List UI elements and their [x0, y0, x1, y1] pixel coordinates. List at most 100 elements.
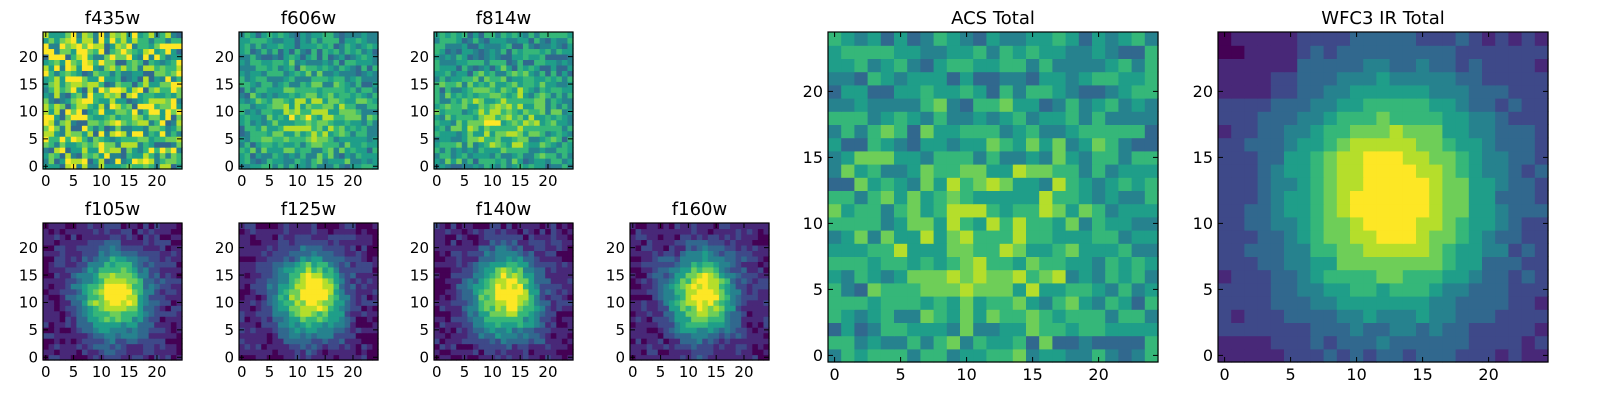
heatmap-cell	[93, 228, 100, 235]
heatmap-cell	[65, 147, 72, 154]
heatmap-cell	[907, 309, 921, 323]
heatmap-cell	[70, 103, 77, 110]
heatmap-cell	[946, 177, 961, 191]
heatmap-cell	[109, 343, 116, 350]
heatmap-cell	[65, 228, 72, 235]
heatmap-cell	[472, 59, 480, 66]
heatmap-cell	[81, 288, 89, 295]
heatmap-cell	[467, 75, 474, 82]
heatmap-cell	[495, 64, 502, 71]
heatmap-cell	[1131, 177, 1146, 191]
heatmap-cell	[176, 255, 183, 262]
heatmap-cell	[316, 343, 323, 350]
heatmap-cell	[534, 299, 541, 306]
heatmap-cell	[104, 114, 111, 121]
heatmap-cell	[696, 316, 703, 323]
heatmap-cell	[76, 310, 83, 317]
heatmap-cell	[511, 75, 518, 82]
heatmap-cell	[48, 321, 55, 328]
heatmap-cell	[1144, 216, 1159, 231]
heatmap-cell	[1118, 230, 1133, 244]
heatmap-cell	[300, 92, 307, 99]
heatmap-cell	[115, 136, 122, 143]
heatmap-cell	[93, 147, 100, 154]
heatmap-cell	[266, 255, 273, 262]
heatmap-cell	[511, 266, 518, 273]
heatmap-cell	[316, 119, 323, 126]
heatmap-cell	[746, 266, 753, 273]
heatmap-cell	[724, 310, 731, 317]
heatmap-cell	[300, 310, 307, 317]
heatmap-cell	[1052, 230, 1067, 244]
heatmap-cell	[272, 228, 279, 235]
heatmap-cell	[131, 223, 139, 230]
heatmap-cell	[545, 321, 552, 328]
heatmap-cell	[472, 228, 480, 235]
heatmap-cell	[907, 164, 921, 178]
heatmap-cell	[561, 97, 569, 104]
heatmap-cell	[277, 277, 285, 284]
heatmap-cell	[59, 125, 66, 132]
heatmap-cell	[239, 239, 246, 246]
heatmap-cell	[724, 327, 731, 334]
heatmap-cell	[76, 136, 83, 143]
heatmap-cell	[763, 250, 770, 257]
heatmap-cell	[545, 233, 552, 241]
heatmap-cell	[115, 103, 122, 110]
panel-title: f814w	[476, 8, 531, 29]
heatmap-cell	[289, 310, 296, 317]
heatmap-cell	[567, 338, 574, 345]
heatmap-cell	[316, 250, 323, 257]
heatmap-cell	[322, 75, 329, 82]
heatmap-cell	[539, 81, 546, 88]
heatmap-cell	[986, 164, 1001, 178]
heatmap-cell	[894, 282, 908, 297]
heatmap-cell	[763, 321, 770, 328]
heatmap-cell	[355, 103, 362, 110]
heatmap-cell	[434, 48, 441, 55]
heatmap-cell	[255, 239, 262, 246]
heatmap-cell	[143, 53, 150, 60]
heatmap-cell	[763, 277, 770, 284]
heatmap-cell	[372, 152, 379, 159]
heatmap-cell	[272, 64, 279, 71]
heatmap-cell	[255, 255, 262, 262]
heatmap-cell	[1105, 203, 1119, 218]
heatmap-cell	[300, 141, 307, 148]
heatmap-cell	[54, 299, 61, 306]
x-tick-label: 10	[679, 363, 698, 381]
heatmap-cell	[327, 59, 335, 66]
heatmap-cell	[741, 228, 748, 235]
heatmap-cell	[159, 288, 166, 295]
heatmap-cell	[539, 130, 546, 137]
heatmap-cell	[668, 354, 676, 361]
heatmap-cell	[316, 59, 323, 66]
heatmap-cell	[159, 299, 166, 306]
heatmap-cell	[120, 114, 127, 121]
heatmap-cell	[680, 288, 687, 295]
heatmap-cell	[43, 152, 50, 159]
heatmap-cell	[907, 296, 921, 310]
heatmap-cell	[255, 130, 262, 137]
heatmap-cell	[635, 233, 642, 241]
heatmap-cell	[159, 92, 166, 99]
heatmap-cell	[489, 250, 496, 257]
heatmap-cell	[350, 136, 357, 143]
heatmap-cell	[283, 97, 290, 104]
heatmap-cell	[641, 332, 648, 339]
heatmap-cell	[434, 97, 441, 104]
heatmap-cell	[724, 288, 731, 295]
heatmap-cell	[522, 266, 530, 273]
heatmap-cell	[176, 321, 183, 328]
heatmap-cell	[154, 299, 161, 306]
heatmap-cell	[165, 316, 172, 323]
heatmap-cell	[366, 299, 374, 306]
heatmap-cell	[534, 321, 541, 328]
heatmap-cell	[54, 338, 61, 345]
heatmap-cell	[489, 70, 496, 77]
heatmap-cell	[528, 321, 535, 328]
heatmap-cell	[366, 321, 374, 328]
heatmap-cell	[277, 283, 285, 290]
heatmap-cell	[522, 261, 530, 268]
